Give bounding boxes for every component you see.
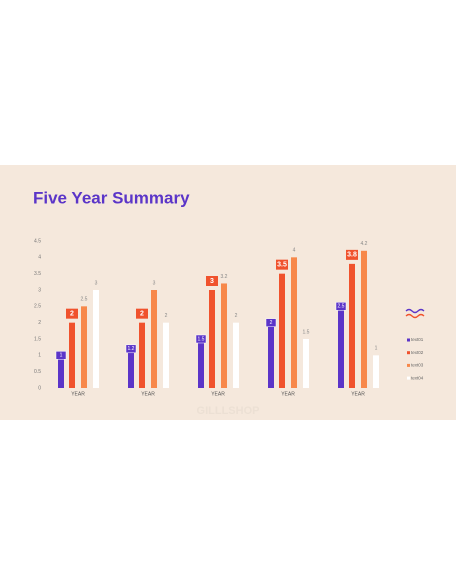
legend-icon [405,308,425,319]
value-label: 1 [60,353,63,359]
value-label-box [66,308,78,319]
bar [81,306,87,388]
value-label: 3.5 [277,262,287,269]
bar [279,273,285,388]
bar [58,355,64,388]
value-label: 2 [270,320,273,326]
value-label: 2 [70,311,74,318]
value-label-box [136,308,148,319]
legend-swatch [407,351,410,355]
value-label: 3 [210,278,214,285]
watermark: GILLLSHOP [197,405,260,417]
value-label: 4 [293,248,296,254]
y-tick-label: 4.5 [34,238,41,244]
y-tick-label: 0.5 [34,369,41,375]
y-tick-label: 3.5 [34,271,41,277]
bar [128,348,134,388]
bar [163,322,169,388]
bar [209,290,215,388]
x-tick-label: YEAR [141,391,155,397]
value-label: 1.5 [303,329,310,335]
bar [233,322,239,388]
value-label: 1.5 [198,336,205,342]
value-label: 2.5 [338,304,345,310]
y-tick-label: 1 [38,353,41,359]
legend-swatch [407,338,410,342]
value-label-box [55,351,67,360]
bar [303,339,309,388]
value-label-box [276,259,288,270]
bar [198,339,204,388]
bar [338,306,344,388]
value-label-box [335,302,347,311]
value-label: 1.2 [128,346,135,352]
value-label: 3.8 [347,252,357,259]
y-tick-label: 0 [38,385,41,391]
bar [361,250,367,388]
x-tick-label: YEAR [71,391,85,397]
bar [151,290,157,388]
y-tick-label: 3 [38,287,41,293]
bar [291,257,297,388]
bar [93,290,99,388]
x-tick-label: YEAR [281,391,295,397]
value-label-box [125,344,137,354]
bar [373,355,379,388]
legend-label: text02 [411,350,424,355]
value-label-box [195,334,207,344]
y-tick-label: 2 [38,320,41,326]
bar [349,263,355,388]
value-label: 2.5 [81,297,88,303]
value-label-box [206,276,218,286]
y-tick-label: 4 [38,255,41,261]
chart-title: Five Year Summary [33,188,190,207]
legend-swatch [407,363,410,367]
value-label: 2 [235,313,238,319]
legend-label: text04 [411,375,424,380]
bar [139,322,145,388]
bar [221,283,227,388]
value-label-box [346,249,358,260]
value-label: 3 [95,280,98,286]
value-label: 1 [375,346,378,352]
bar [268,322,274,388]
value-label: 4.2 [361,241,368,247]
value-label: 3.2 [221,274,228,280]
x-tick-label: YEAR [211,391,225,397]
legend-label: text03 [411,363,424,368]
legend-label: text01 [411,337,424,342]
legend-swatch [407,376,410,380]
y-tick-label: 1.5 [34,336,41,342]
value-label-box [265,318,277,327]
value-label: 2 [140,311,144,318]
bar [69,322,75,388]
value-label: 2 [165,313,168,319]
slide-background [0,165,456,420]
value-label: 3 [153,280,156,286]
y-tick-label: 2.5 [34,304,41,310]
x-tick-label: YEAR [351,391,365,397]
